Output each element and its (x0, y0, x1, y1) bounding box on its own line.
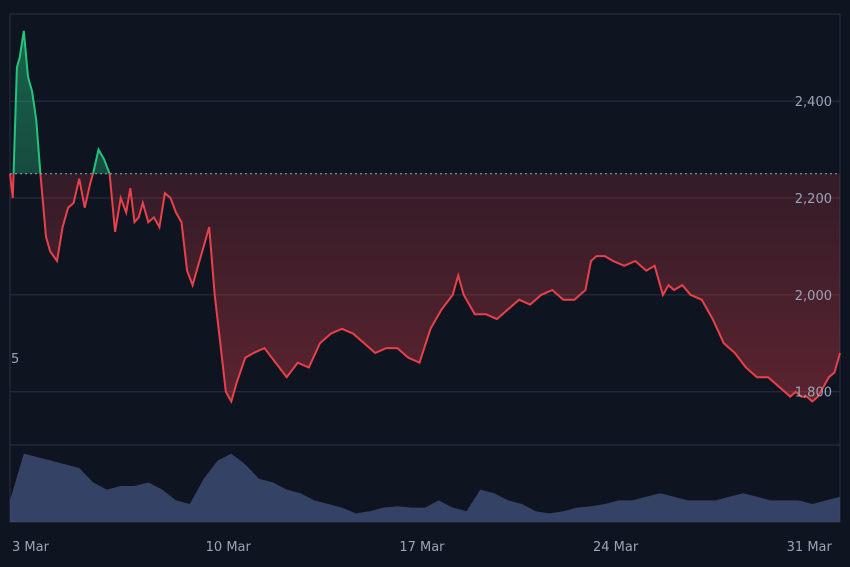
x-tick-label: 17 Mar (399, 540, 445, 555)
x-axis-ticks: 3 Mar 10 Mar 17 Mar 24 Mar 31 Mar (12, 540, 833, 555)
x-tick-label: 3 Mar (12, 540, 50, 555)
y-tick-label: 2,400 (795, 95, 832, 110)
y-tick-label: 1,800 (795, 386, 832, 401)
x-tick-label: 10 Mar (206, 540, 252, 555)
x-tick-label: 31 Mar (787, 540, 833, 555)
y-tick-label: 2,200 (795, 192, 832, 207)
price-line-down (9, 173, 841, 404)
y-axis-ticks: 1,800 2,000 2,200 2,400 (795, 95, 832, 401)
x-tick-label: 24 Mar (593, 540, 639, 555)
volume-area (10, 453, 840, 522)
y-tick-label: 2,000 (795, 289, 832, 304)
area-fill-below-baseline (10, 173, 840, 402)
volume-layer (10, 453, 840, 522)
left-edge-label: 5 (11, 352, 19, 367)
price-line-up (9, 30, 111, 174)
